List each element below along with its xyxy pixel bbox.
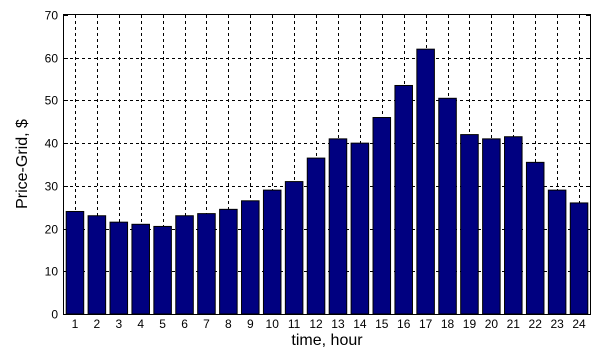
- x-tick-label: 19: [463, 317, 477, 331]
- x-tick-label: 18: [441, 317, 455, 331]
- y-axis-title: Price-Grid, $: [14, 119, 31, 209]
- bar-2: [87, 215, 107, 315]
- bar-7: [197, 213, 216, 315]
- bar-9: [241, 200, 260, 315]
- x-axis-title: time, hour: [291, 332, 363, 349]
- y-tick-label: 0: [51, 308, 58, 322]
- bar-5: [153, 225, 172, 315]
- x-tick-label: 5: [159, 317, 166, 331]
- x-tick-label: 11: [288, 317, 301, 331]
- plot-frame: [63, 14, 591, 315]
- y-tick-label: 10: [45, 265, 59, 279]
- y-tick-label: 60: [45, 52, 59, 66]
- bar-15: [372, 117, 392, 315]
- x-tick-label: 12: [309, 317, 323, 331]
- bar-4: [131, 223, 150, 315]
- bar-16: [394, 84, 413, 315]
- bar-18: [438, 97, 457, 315]
- x-tick-label: 23: [550, 317, 564, 331]
- x-tick-label: 22: [529, 317, 543, 331]
- x-tick-labels: 1 2 3 4 5 6 7 8 9 10 11 12 13 14 15 16 17 18 19 20 21 22 23 24: [72, 317, 586, 331]
- x-tick-label: 24: [572, 317, 586, 331]
- x-tick-label: 15: [375, 317, 389, 331]
- bar-13: [328, 138, 348, 315]
- bar-1: [65, 210, 85, 315]
- y-tick-label: 30: [45, 180, 59, 194]
- bar-20: [482, 138, 501, 315]
- bar-12: [306, 157, 326, 315]
- bar-17: [416, 48, 435, 315]
- x-tick-label: 21: [507, 317, 521, 331]
- bar-19: [460, 134, 479, 315]
- bar-21: [504, 136, 523, 315]
- x-tick-label: 7: [203, 317, 210, 331]
- x-tick-label: 16: [397, 317, 411, 331]
- x-tick-label: 8: [225, 317, 232, 331]
- grid-layer: [64, 15, 590, 315]
- x-tick-label: 4: [137, 317, 144, 331]
- bar-8: [219, 208, 238, 315]
- x-tick-label: 20: [485, 317, 499, 331]
- bar-24: [569, 202, 589, 315]
- x-tick-label: 17: [419, 317, 433, 331]
- y-tick-label: 50: [45, 94, 59, 108]
- x-tick-label: 2: [94, 317, 101, 331]
- x-tick-label: 6: [181, 317, 188, 331]
- y-tick-label: 70: [45, 9, 59, 23]
- x-tick-label: 1: [72, 317, 79, 331]
- y-tick-labels: 0 10 20 30 40 50 60 70: [45, 9, 59, 322]
- x-tick-label: 13: [331, 317, 345, 331]
- y-tick-label: 20: [45, 223, 59, 237]
- x-tick-label: 10: [266, 317, 280, 331]
- bar-3: [109, 221, 129, 315]
- bar-11: [284, 181, 304, 315]
- y-tick-label: 40: [45, 137, 59, 151]
- x-tick-label: 9: [247, 317, 254, 331]
- bar-6: [175, 215, 194, 315]
- bar-23: [547, 189, 567, 315]
- x-tick-label: 14: [353, 317, 367, 331]
- bar-22: [525, 161, 545, 315]
- x-tick-label: 3: [115, 317, 122, 331]
- bar-14: [350, 142, 370, 315]
- bar-layer: [65, 48, 589, 315]
- bar-10: [262, 189, 282, 315]
